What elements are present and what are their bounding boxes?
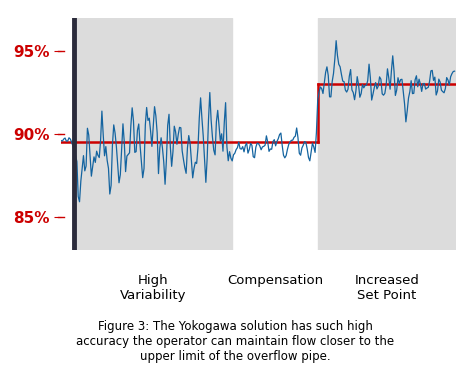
Text: Figure 3: The Yokogawa solution has such high
accuracy the operator can maintain: Figure 3: The Yokogawa solution has such…	[76, 320, 394, 363]
Text: Compensation: Compensation	[227, 274, 323, 287]
Bar	[318, 18, 456, 250]
Text: High
Variability: High Variability	[120, 274, 187, 302]
Bar	[74, 18, 232, 250]
Text: Increased
Set Point: Increased Set Point	[354, 274, 419, 302]
